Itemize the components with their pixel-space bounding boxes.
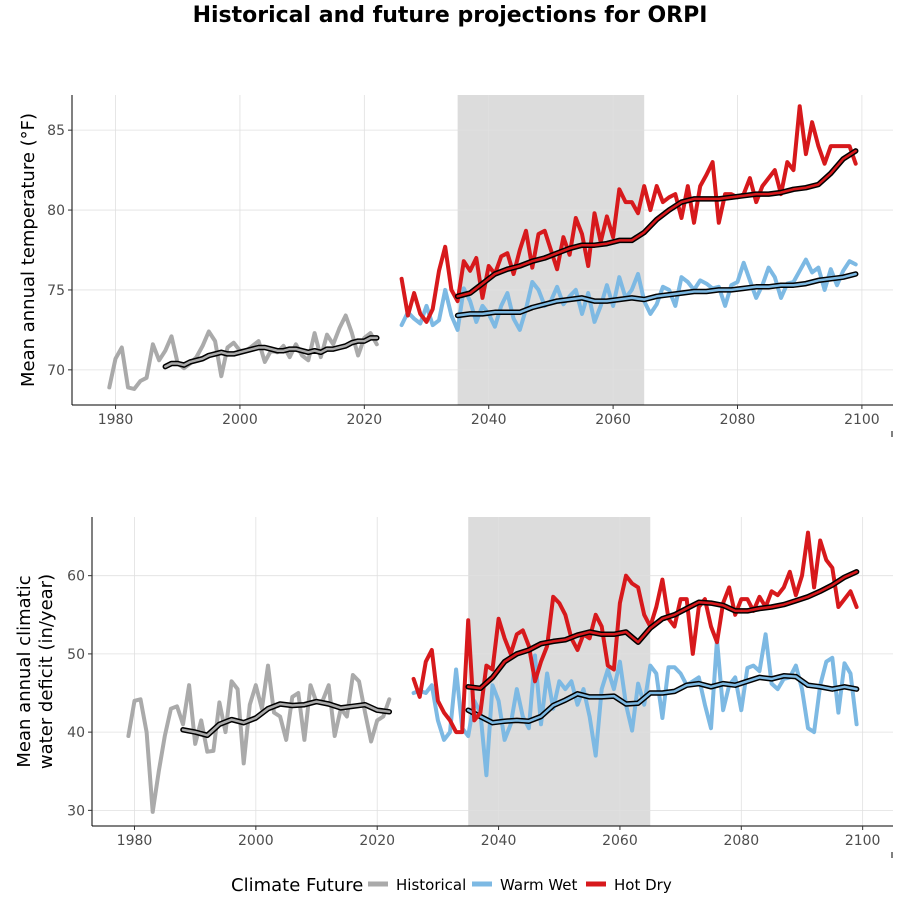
warm-wet-smoothed-line xyxy=(456,272,857,317)
y-tick-label: 75 xyxy=(47,283,65,299)
x-tick-label: 2020 xyxy=(359,833,395,849)
hot-dry-smoothed-line xyxy=(456,149,857,298)
legend: Climate Future Historical Warm Wet Hot D… xyxy=(231,875,672,896)
water-deficit-panel: 1980 2000 2020 2040 2060 2080 2100 30 40 50 60 Mean… xyxy=(14,517,893,858)
x-tick-label: 2020 xyxy=(347,412,383,428)
historical-line xyxy=(126,663,392,814)
y-axis-label-line: water deficit (in/year) xyxy=(36,574,57,769)
x-tick-label: 2060 xyxy=(595,412,631,428)
y-tick-label: 40 xyxy=(67,725,85,741)
x-tick-label: 2000 xyxy=(238,833,274,849)
warm-wet-line xyxy=(399,257,858,332)
x-tick-label: 2000 xyxy=(222,412,258,428)
legend-label-warm-wet: Warm Wet xyxy=(500,876,578,894)
y-axis-label: Mean annual climaticwater deficit (in/ye… xyxy=(14,574,57,769)
y-tick-label: 50 xyxy=(67,647,85,663)
historical-smoothed-line xyxy=(164,336,379,368)
legend-item-historical: Historical xyxy=(368,876,466,894)
x-tick-label: 2040 xyxy=(471,412,507,428)
x-tick-label: 2100 xyxy=(844,412,880,428)
y-tick-label: 70 xyxy=(47,363,65,379)
x-tick-label: 2100 xyxy=(845,833,881,849)
legend-label-historical: Historical xyxy=(396,876,466,894)
x-tick-label: 1980 xyxy=(117,833,153,849)
x-tick-label: 2080 xyxy=(720,412,756,428)
x-tick-label: 2040 xyxy=(481,833,517,849)
temperature-panel: 1980 2000 2020 2040 2060 2080 2100 70 75 80 85 Mean… xyxy=(18,95,893,437)
chart-title: Historical and future projections for OR… xyxy=(193,3,708,28)
legend-item-hot-dry: Hot Dry xyxy=(586,876,672,894)
legend-title: Climate Future xyxy=(231,875,363,896)
x-tick-label: 2080 xyxy=(723,833,759,849)
y-axis-label-line: Mean annual climatic xyxy=(14,575,35,767)
legend-item-warm-wet: Warm Wet xyxy=(472,876,578,894)
y-tick-label: 80 xyxy=(47,203,65,219)
hot-dry-smoothed-line xyxy=(466,570,858,690)
x-tick-label: 2060 xyxy=(602,833,638,849)
historical-smoothed-line xyxy=(181,700,391,737)
legend-label-hot-dry: Hot Dry xyxy=(614,876,672,894)
x-tick-label: 1980 xyxy=(98,412,134,428)
y-tick-label: 60 xyxy=(67,569,85,585)
y-axis-label: Mean annual temperature (°F) xyxy=(18,113,39,387)
warm-wet-smoothed-line xyxy=(466,674,858,724)
warm-wet-line xyxy=(411,632,859,778)
y-tick-label: 30 xyxy=(67,803,85,819)
y-tick-label: 85 xyxy=(47,123,65,139)
hot-dry-line xyxy=(411,530,859,735)
y-axis-label-line: Mean annual temperature (°F) xyxy=(18,113,39,387)
